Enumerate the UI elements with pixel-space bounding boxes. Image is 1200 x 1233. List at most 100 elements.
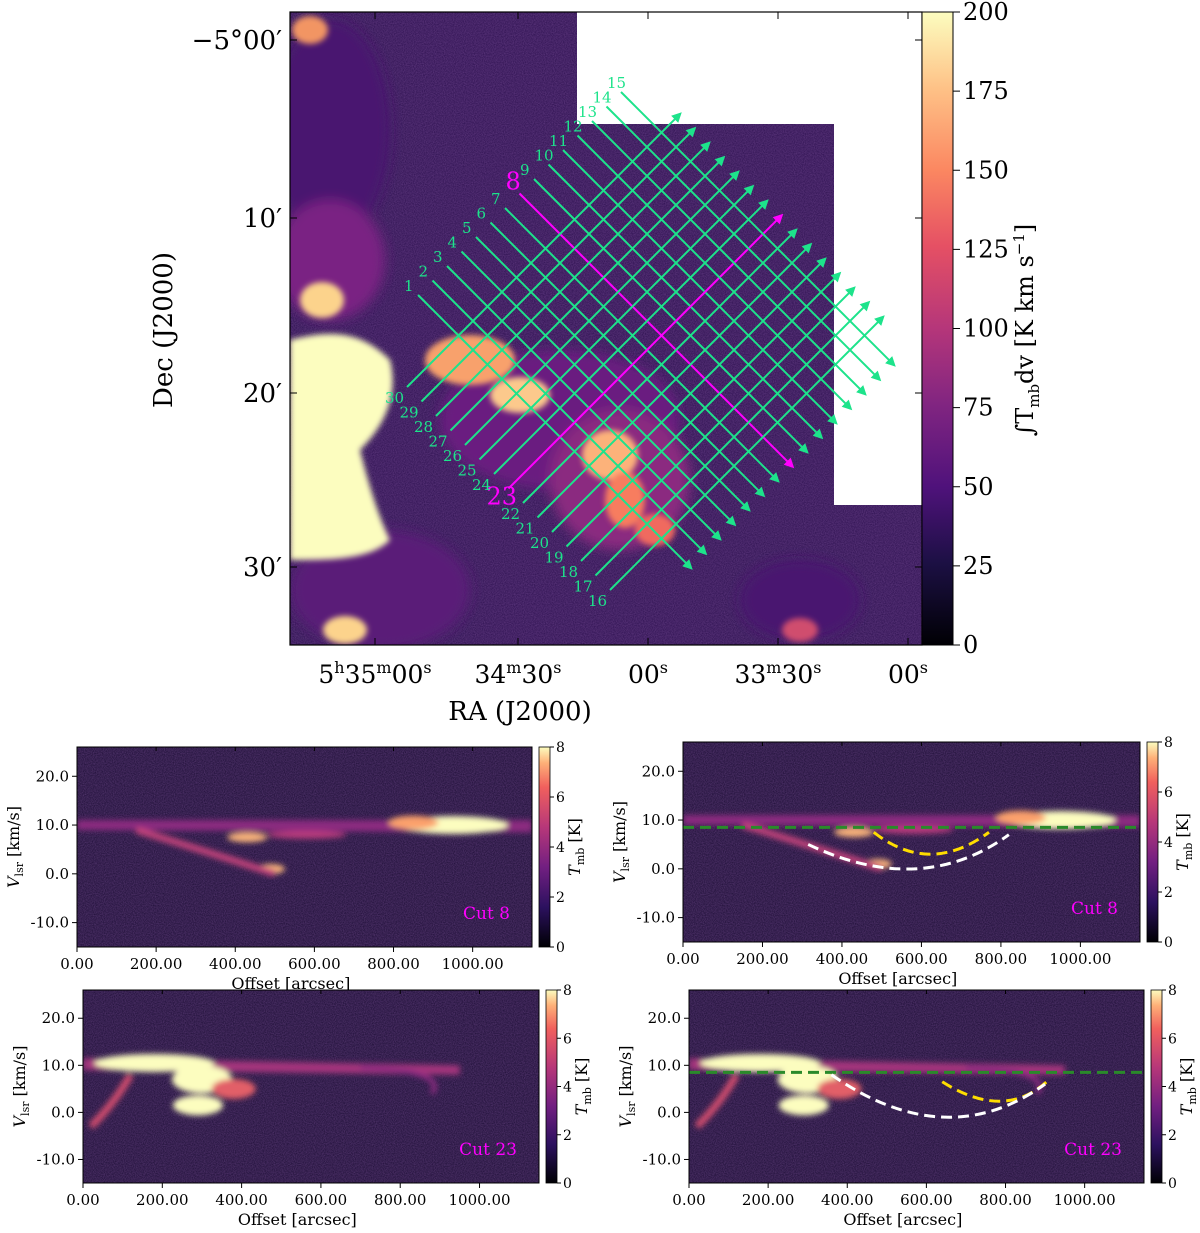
cut-line-2 — [431, 279, 708, 556]
pv-y-tick-label: 0.0 — [651, 860, 675, 878]
pv-image — [683, 742, 1140, 942]
cut-label-13: 13 — [578, 103, 597, 121]
map-colorbar-tick-label: 175 — [963, 77, 1009, 105]
cut-label-28: 28 — [414, 418, 433, 436]
pv-x-tick-label: 0.00 — [60, 955, 93, 973]
pv-colorbar-tick-label: 8 — [556, 740, 565, 756]
pv-x-tick-label: 200.00 — [130, 955, 183, 973]
cut-line-28 — [435, 141, 711, 417]
cut-label-7: 7 — [491, 190, 501, 208]
pv-y-tick-label: 10.0 — [642, 811, 675, 829]
map-x-tick-label: 33m30s — [734, 658, 821, 689]
map-x-tick-label: 34m30s — [474, 658, 561, 689]
cut-label-15: 15 — [607, 74, 626, 92]
pv-cut-annotation: Cut 23 — [459, 1140, 517, 1160]
pv-colorbar-tick-label: 2 — [556, 890, 565, 906]
map-colorbar — [921, 11, 954, 646]
pv-colorbar-tick-label: 6 — [556, 790, 565, 806]
pv-x-tick-label: 800.00 — [374, 1191, 427, 1209]
pv-colorbar — [1150, 989, 1163, 1184]
cut-line-15 — [620, 91, 896, 367]
pv-panel-4: 0.00 200.00 400.00 600.00 800.00 1000.0020.01… — [616, 983, 1199, 1229]
pv-x-axis-title: Offset [arcsec] — [838, 969, 957, 988]
pv-overlays — [689, 1070, 1144, 1119]
pv-colorbar-tick-label: 4 — [1164, 835, 1173, 851]
pv-x-tick-label: 400.00 — [821, 1191, 874, 1209]
pv-y-tick-label: -10.0 — [643, 1150, 681, 1168]
map-panel: 5h35m00s 34m30s 00s 33m30s 00s−5°00′10′20′30… — [149, 0, 1043, 727]
pv-colorbar-title: Tmb [K] — [572, 1058, 594, 1116]
map-x-tick-label: 00s — [888, 658, 928, 689]
pv-x-tick-label: 0.00 — [666, 950, 699, 968]
pv-colorbar-tick-label: 8 — [563, 983, 572, 999]
cut-label-27: 27 — [429, 433, 448, 451]
pv-colorbar — [1146, 741, 1159, 943]
pv-y-tick-label: 10.0 — [36, 816, 69, 834]
map-y-tick-label: 10′ — [243, 204, 282, 234]
pv-frame — [682, 741, 1141, 943]
cut-label-21: 21 — [516, 520, 535, 538]
pv-colorbar-tick-label: 6 — [1164, 785, 1173, 801]
map-colorbar-tick-label: 125 — [963, 235, 1009, 263]
pv-colorbar-title: Tmb [K] — [565, 818, 587, 876]
cut-label-9: 9 — [520, 161, 530, 179]
pv-colorbar-title: Tmb [K] — [1177, 1058, 1199, 1116]
pv-y-tick-label: 10.0 — [648, 1056, 681, 1074]
pv-y-axis-title: Vlsr [km/s] — [4, 806, 26, 888]
cut-label-20: 20 — [530, 534, 549, 552]
map-colorbar-tick-label: 50 — [963, 473, 994, 501]
cut-line-11 — [562, 149, 838, 425]
cut-line-24 — [493, 199, 769, 475]
pv-colorbar-tick-label: 8 — [1168, 983, 1177, 999]
cut-label-17: 17 — [574, 578, 593, 596]
cut-label-6: 6 — [477, 205, 487, 223]
cut-line-22 — [522, 228, 798, 504]
cut-label-2: 2 — [419, 263, 429, 281]
pv-x-tick-label: 1000.00 — [1049, 950, 1111, 968]
pv-image — [83, 990, 539, 1183]
pv-y-tick-label: 20.0 — [648, 1009, 681, 1027]
pv-y-tick-label: 0.0 — [51, 1103, 75, 1121]
pv-panels: 0.00 200.00 400.00 600.00 800.00 1000.0020.01… — [4, 735, 1199, 1229]
cut-line-19 — [565, 271, 842, 548]
pv-colorbar-title: Tmb [K] — [1173, 813, 1195, 871]
pv-x-axis-title: Offset [arcsec] — [843, 1210, 962, 1229]
cut-label-8: 8 — [506, 168, 521, 196]
pv-x-tick-label: 800.00 — [975, 950, 1028, 968]
pv-colorbar — [538, 746, 551, 948]
cut-label-3: 3 — [433, 248, 443, 266]
pv-x-tick-label: 600.00 — [295, 1191, 348, 1209]
cut-label-23: 23 — [487, 483, 518, 511]
cut-line-27 — [449, 155, 726, 432]
pv-x-tick-label: 400.00 — [215, 1191, 268, 1209]
pv-frame — [82, 989, 540, 1184]
pv-colorbar-tick-label: 0 — [1168, 1176, 1177, 1192]
cut-label-10: 10 — [535, 147, 554, 165]
cut-label-4: 4 — [448, 234, 458, 252]
pv-x-tick-label: 200.00 — [136, 1191, 189, 1209]
white-arc — [830, 1073, 1046, 1119]
pv-panel-1: 0.00 200.00 400.00 600.00 800.00 1000.0020.01… — [4, 740, 587, 993]
cut-label-30: 30 — [385, 389, 404, 407]
cut-line-18 — [580, 286, 856, 562]
pv-x-tick-label: 0.00 — [672, 1191, 705, 1209]
cut-label-19: 19 — [545, 549, 564, 567]
cut-line-7 — [504, 207, 780, 483]
pv-y-tick-label: 0.0 — [45, 865, 69, 883]
cut-label-25: 25 — [458, 462, 477, 480]
cut-line-20 — [551, 257, 827, 533]
cut-line-17 — [594, 300, 871, 577]
pv-x-tick-label: 600.00 — [288, 955, 341, 973]
cut-line-26 — [464, 170, 740, 446]
pv-cut-annotation: Cut 8 — [463, 904, 510, 924]
cut-label-11: 11 — [549, 132, 568, 150]
cut-line-30 — [406, 112, 682, 388]
cut-label-14: 14 — [593, 89, 612, 107]
cut-line-9 — [533, 178, 809, 454]
cut-line-8 — [518, 192, 795, 469]
white-arc — [807, 833, 1010, 871]
cut-line-6 — [489, 221, 766, 498]
pv-colorbar-tick-label: 4 — [556, 840, 565, 856]
cut-label-24: 24 — [472, 476, 491, 494]
cut-lines — [406, 112, 842, 570]
